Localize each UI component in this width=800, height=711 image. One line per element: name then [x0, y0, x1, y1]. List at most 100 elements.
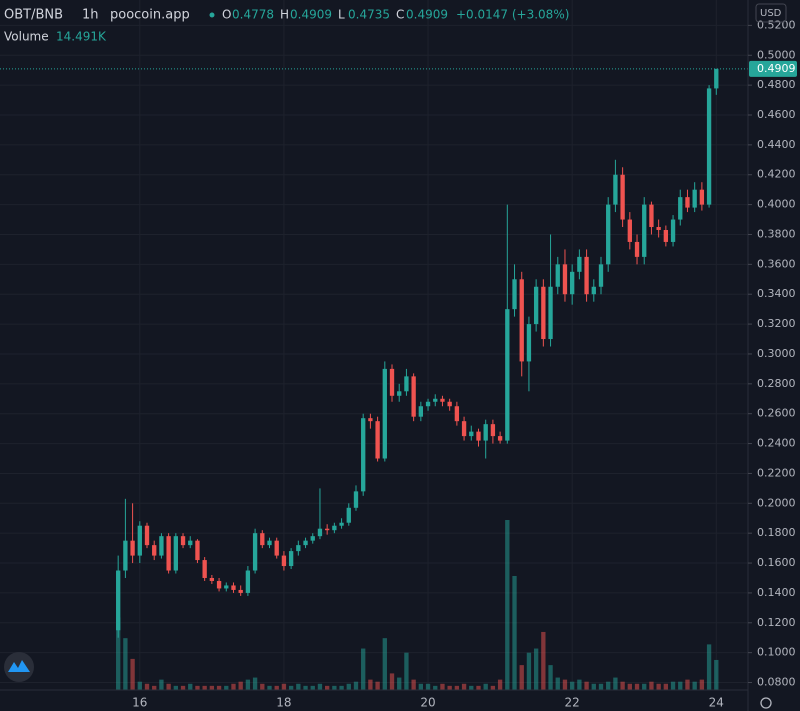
- currency[interactable]: USD: [760, 8, 782, 19]
- y-tick-label: 0.1800: [757, 526, 796, 539]
- currency-box[interactable]: [755, 3, 787, 23]
- y-tick-label: 0.4000: [757, 198, 796, 211]
- currency-button[interactable]: USD: [755, 3, 787, 23]
- x-tick-label: 16: [132, 696, 147, 710]
- candle-body: [296, 545, 301, 552]
- candle-body: [238, 589, 243, 593]
- x-tick-label: 18: [276, 696, 291, 710]
- candle-body: [447, 401, 452, 407]
- volume-bar: [188, 683, 193, 690]
- candle-body: [209, 577, 215, 581]
- candle-body: [397, 391, 402, 396]
- candle-body: [591, 286, 596, 295]
- volume-bar: [699, 679, 705, 690]
- status-dot: [209, 12, 215, 18]
- candle-body: [195, 540, 200, 561]
- candle-body: [663, 230, 669, 242]
- y-tick-label: 0.2200: [757, 466, 796, 479]
- volume-bar: [368, 679, 373, 690]
- axes: 0.0800 0.1000 0.1200 0.1400 0.1600 0.1800 0.20…: [132, 18, 797, 710]
- candle-body: [706, 88, 712, 205]
- candle-body: [519, 279, 524, 362]
- volume-bar: [281, 683, 287, 690]
- y-tick-label: 0.0800: [757, 676, 796, 689]
- volume-bar: [591, 683, 596, 690]
- candle-body: [548, 286, 553, 340]
- volume-pane: [116, 520, 719, 690]
- candle-body: [505, 309, 510, 441]
- volume-bar: [461, 683, 467, 690]
- volume-bar: [526, 652, 532, 690]
- volume-bar: [627, 683, 632, 690]
- candle-body: [202, 560, 207, 578]
- candle-body: [281, 555, 287, 567]
- candle-body: [404, 376, 409, 392]
- volume-bar: [137, 681, 142, 690]
- candle-body: [433, 398, 438, 402]
- volume-title: Volume: [4, 30, 49, 44]
- last-price-label: 0.4909: [757, 62, 796, 75]
- grid: [0, 0, 748, 690]
- volume-bar: [288, 685, 294, 690]
- volume-bar: [706, 644, 712, 690]
- candle-body: [541, 286, 546, 340]
- settings-icon[interactable]: [760, 697, 772, 709]
- candle-body: [642, 204, 647, 257]
- volume-bar: [454, 685, 460, 690]
- volume-bar: [202, 685, 207, 690]
- candle-body: [137, 525, 142, 556]
- symbol: OBT/BNB: [4, 8, 63, 23]
- volume-bar: [440, 683, 445, 690]
- x-tick-label: 20: [420, 696, 435, 710]
- candle-body: [613, 174, 618, 205]
- volume-bar: [353, 681, 359, 690]
- ohlc-value: 0.4909: [290, 8, 332, 22]
- volume-bar: [389, 673, 395, 690]
- volume-bar: [620, 681, 625, 690]
- volume-bar: [404, 652, 409, 690]
- volume-bar: [447, 685, 452, 690]
- candle-body: [411, 376, 416, 417]
- y-tick-label: 0.2600: [757, 407, 796, 420]
- volume-bar: [216, 685, 222, 690]
- candle-body: [425, 401, 431, 407]
- candle-body: [389, 368, 395, 396]
- volume-bar: [123, 638, 128, 690]
- candles: [0, 68, 748, 638]
- candle-body: [180, 536, 186, 546]
- settings-button[interactable]: [760, 697, 772, 709]
- y-tick-label: 0.3800: [757, 227, 796, 240]
- volume-bar: [541, 631, 546, 690]
- candle-body: [670, 219, 676, 242]
- volume-bar: [310, 685, 315, 690]
- candle-body: [324, 528, 330, 531]
- ohlc-value: 0.4735: [348, 8, 390, 22]
- candle-body: [649, 204, 654, 228]
- candle-body: [310, 536, 315, 541]
- y-tick-label: 0.3200: [757, 317, 796, 330]
- y-tick-label: 0.5000: [757, 48, 796, 61]
- volume-bar: [577, 679, 582, 690]
- volume-bar: [144, 683, 150, 690]
- candle-body: [188, 540, 193, 546]
- candle-body: [570, 271, 575, 295]
- y-tick-label: 0.1000: [757, 646, 796, 659]
- candle-body: [339, 522, 344, 526]
- volume-bar: [505, 520, 510, 690]
- volume-bar: [231, 683, 236, 690]
- candle-body: [224, 585, 229, 589]
- candle-body: [627, 219, 632, 242]
- volume-bar: [425, 683, 431, 690]
- source: poocoin.app: [110, 8, 190, 23]
- candle-body: [620, 174, 625, 220]
- volume-bar: [252, 677, 258, 690]
- candle-body: [606, 204, 611, 265]
- volume-bar: [274, 685, 279, 690]
- volume-bar: [497, 679, 503, 690]
- volume-value: 14.491K: [56, 30, 107, 44]
- change: +0.0147 (+3.08%): [456, 8, 569, 22]
- volume-bar: [670, 681, 676, 690]
- ohlc-label: L: [338, 8, 345, 22]
